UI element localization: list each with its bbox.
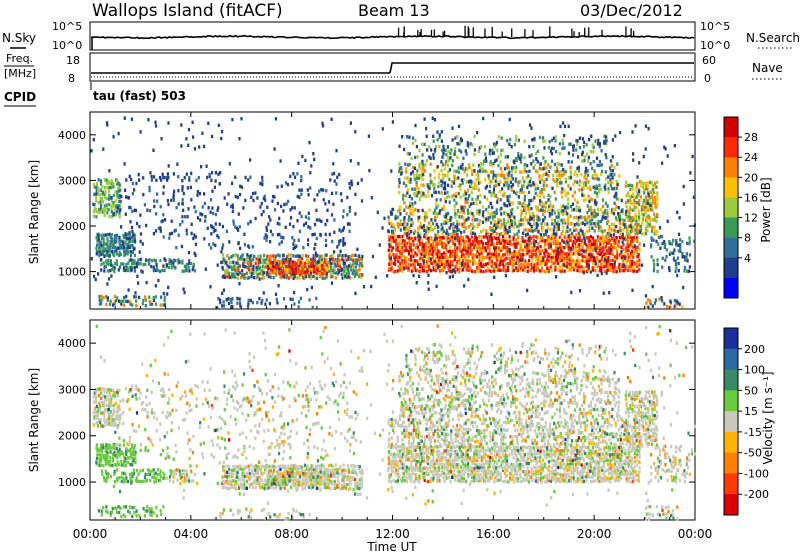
nave-label: Nave: [752, 61, 783, 75]
y-tick-label: 2000: [58, 220, 86, 233]
colorbar-tick-label: 4: [744, 252, 751, 265]
colorbar-swatch: [724, 390, 738, 412]
x-tick-label: 12:00: [375, 527, 410, 541]
velocity-heatmap: [92, 324, 697, 521]
colorbar-tick-label: 20: [744, 171, 758, 184]
colorbar-swatch: [724, 494, 738, 516]
colorbar-tick-label: 8: [744, 232, 751, 245]
colorbar-swatch: [724, 217, 738, 239]
y-tick-label: 3000: [58, 174, 86, 187]
y-tick-label: 4000: [58, 337, 86, 350]
y-tick-label: 4000: [58, 129, 86, 142]
noise-right-tick-high: 10^5: [700, 20, 730, 33]
cpid-label: CPID: [4, 90, 36, 104]
colorbar-tick-label: 24: [744, 151, 758, 164]
colorbar-tick-label: 12: [744, 212, 758, 225]
x-tick-label: 00:00: [678, 527, 713, 541]
noise-left-tick-high: 10^5: [52, 20, 82, 33]
colorbar-swatch: [724, 411, 738, 433]
colorbar-swatch: [724, 277, 738, 299]
freq-left-tick-high: 18: [66, 54, 80, 67]
beam-title: Beam 13: [358, 1, 430, 20]
x-tick-label: 20:00: [577, 527, 612, 541]
velocity-colorbar: 200 100 50 15 -15 -50 -100 -200: [723, 327, 769, 516]
noise-sky-label: N.Sky: [2, 31, 36, 45]
noise-left-tick-low: 10^0: [52, 39, 82, 52]
x-axis-label: Time UT: [366, 540, 417, 554]
station-title: Wallops Island (fitACF): [92, 1, 283, 21]
date-title: 03/Dec/2012: [580, 1, 683, 20]
freq-unit-label: [MHz]: [4, 67, 36, 80]
colorbar-swatch: [724, 177, 738, 198]
power-colorbar: 28 24 20 16 12 8 4: [723, 116, 758, 299]
freq-label: Freq.: [6, 52, 33, 65]
power-colorbar-label: Power [dB]: [759, 177, 773, 242]
colorbar-tick-label: 200: [744, 343, 765, 356]
velocity-ylabel: Slant Range [km]: [27, 368, 41, 472]
nave-right-tick-low: 0: [704, 72, 711, 85]
colorbar-tick-label: 16: [744, 191, 758, 204]
colorbar-tick-label: -15: [744, 426, 762, 439]
colorbar-swatch: [724, 328, 738, 350]
colorbar-tick-label: 50: [744, 384, 758, 397]
colorbar-tick-label: 100: [744, 364, 765, 377]
y-tick-label: 1000: [58, 476, 86, 489]
nave-right-tick-high: 60: [702, 54, 716, 67]
y-tick-label: 1000: [58, 266, 86, 279]
cpid-value: tau (fast) 503: [93, 89, 186, 103]
colorbar-tick-label: 15: [744, 405, 758, 418]
x-tick-label: 08:00: [274, 527, 309, 541]
power-ylabel: Slant Range [km]: [27, 160, 41, 264]
x-tick-label: 04:00: [174, 527, 209, 541]
noise-right-tick-low: 10^0: [700, 39, 730, 52]
y-tick-label: 2000: [58, 430, 86, 443]
velocity-colorbar-label: Velocity [m s⁻¹]: [761, 371, 775, 464]
colorbar-tick-label: 28: [744, 131, 758, 144]
colorbar-swatch: [724, 137, 738, 158]
colorbar-swatch: [724, 431, 738, 454]
noise-panel-frame: [89, 21, 696, 51]
colorbar-swatch: [724, 157, 738, 178]
freq-step: [389, 62, 694, 74]
colorbar-swatch: [724, 369, 738, 391]
colorbar-tick-label: -50: [744, 447, 762, 460]
freq-panel-frame: [89, 52, 696, 82]
noise-search-label: N.Search: [746, 31, 800, 45]
colorbar-swatch: [724, 197, 738, 219]
y-tick-label: 3000: [58, 383, 86, 396]
colorbar-swatch: [724, 257, 738, 279]
noise-sky-trace: [90, 25, 695, 50]
colorbar-swatch: [724, 117, 738, 138]
colorbar-tick-label: -200: [744, 488, 769, 501]
colorbar-swatch: [724, 348, 738, 371]
power-heatmap: [90, 116, 696, 310]
colorbar-swatch: [724, 473, 738, 495]
x-tick-label: 00:00: [73, 527, 108, 541]
colorbar-swatch: [724, 237, 738, 259]
colorbar-tick-label: -100: [744, 467, 769, 480]
freq-left-tick-low: 8: [68, 72, 75, 85]
colorbar-swatch: [724, 452, 738, 474]
x-tick-label: 16:00: [476, 527, 511, 541]
